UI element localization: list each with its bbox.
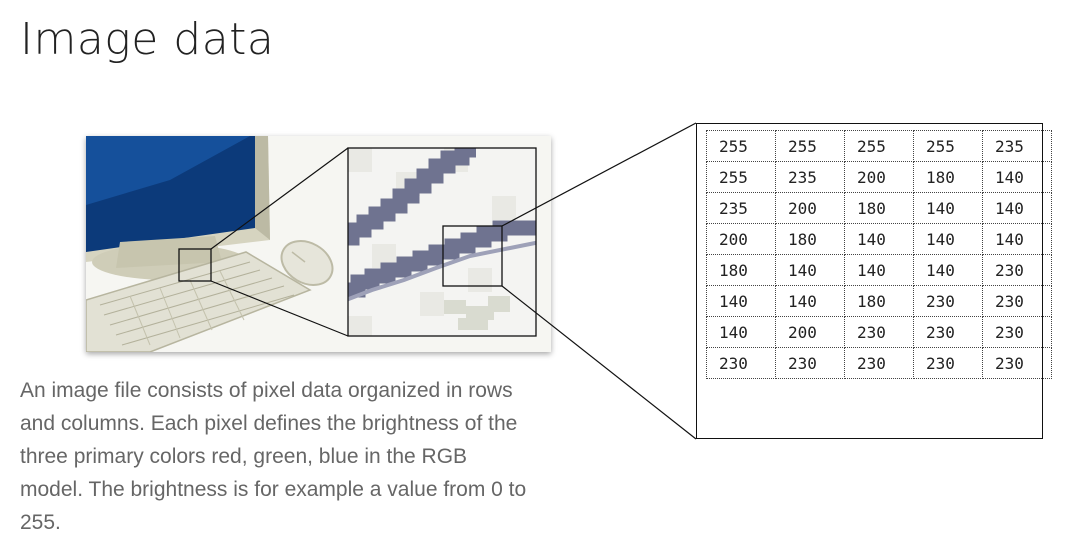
pixel-value-cell: 255 <box>844 130 914 162</box>
pixel-value-cell: 140 <box>775 254 845 286</box>
pixel-value-cell: 200 <box>775 192 845 224</box>
pixel-value-cell: 255 <box>706 161 776 193</box>
pixel-value-cell: 255 <box>706 130 776 162</box>
pixel-row: 180 140 140 140 230 <box>706 254 1052 286</box>
pixel-value-cell: 235 <box>706 192 776 224</box>
pixel-value-cell: 180 <box>706 254 776 286</box>
pixel-value-cell: 140 <box>844 223 914 255</box>
pixel-value-cell: 140 <box>844 254 914 286</box>
description-text: An image file consists of pixel data org… <box>20 379 527 534</box>
pixel-value-cell: 140 <box>913 192 983 224</box>
pixel-value-cell: 140 <box>913 254 983 286</box>
mouse-icon <box>280 240 334 286</box>
pixel-value-cell: 180 <box>844 285 914 317</box>
pixel-value-cell: 230 <box>844 316 914 348</box>
pixel-value-cell: 230 <box>844 347 914 379</box>
pixel-value-cell: 230 <box>913 316 983 348</box>
pixel-row: 255 255 255 255 235 <box>706 130 1052 162</box>
pixel-value-cell: 230 <box>706 347 776 379</box>
pixel-row: 255 235 200 180 140 <box>706 161 1052 193</box>
keyboard-icon <box>86 251 312 352</box>
pixel-value-cell: 230 <box>913 347 983 379</box>
pixel-row: 235 200 180 140 140 <box>706 192 1052 224</box>
pixel-value-cell: 180 <box>913 161 983 193</box>
pixel-value-cell: 235 <box>982 130 1052 162</box>
pixel-value-cell: 230 <box>775 347 845 379</box>
pixel-value-cell: 230 <box>982 285 1052 317</box>
pixel-value-cell: 180 <box>775 223 845 255</box>
pixel-value-cell: 255 <box>775 130 845 162</box>
pixel-value-cell: 140 <box>775 285 845 317</box>
pixel-value-cell: 180 <box>844 192 914 224</box>
pixel-value-table: 255 255 255 255 235 255 235 200 180 140 235 200 180 1… <box>706 130 1052 379</box>
pixel-value-cell: 255 <box>913 130 983 162</box>
pixel-value-cell: 140 <box>982 161 1052 193</box>
pixel-value-cell: 230 <box>982 254 1052 286</box>
pixel-value-cell: 235 <box>775 161 845 193</box>
pixel-value-cell: 140 <box>706 285 776 317</box>
pixel-value-cell: 200 <box>844 161 914 193</box>
zoom-connectors <box>210 147 349 337</box>
pixel-row: 140 140 180 230 230 <box>706 285 1052 317</box>
pixel-row: 140 200 230 230 230 <box>706 316 1052 348</box>
pixel-value-cell: 200 <box>775 316 845 348</box>
pixel-value-cell: 140 <box>706 316 776 348</box>
pixel-value-cell: 230 <box>913 285 983 317</box>
pixel-value-cell: 140 <box>982 223 1052 255</box>
pixel-row: 200 180 140 140 140 <box>706 223 1052 255</box>
pixel-value-cell: 200 <box>706 223 776 255</box>
grid-connectors <box>501 122 697 440</box>
pixel-row: 230 230 230 230 230 <box>706 347 1052 379</box>
pixel-value-cell: 230 <box>982 316 1052 348</box>
pixel-value-cell: 140 <box>982 192 1052 224</box>
pixel-value-cell: 140 <box>913 223 983 255</box>
pixel-value-cell: 230 <box>982 347 1052 379</box>
pixel-zoom-panel <box>347 147 537 337</box>
page-title: Image data <box>20 14 275 65</box>
